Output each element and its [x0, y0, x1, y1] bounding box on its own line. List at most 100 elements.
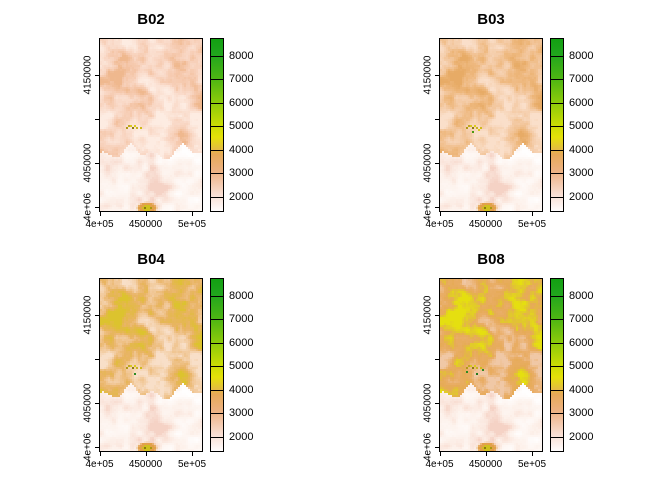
colorbar-tick-label: 8000: [569, 49, 594, 62]
y-axis-tick: [95, 163, 99, 164]
x-axis-tick-label: 4e+05: [85, 459, 114, 470]
panel-title: B02: [137, 11, 165, 28]
y-axis-tick-label: 4050000: [422, 383, 434, 423]
colorbar-tick: [210, 319, 224, 320]
y-axis-tick-label: 4e+06: [82, 432, 94, 462]
x-axis-tick-label: 5e+05: [177, 219, 207, 230]
x-axis-tick-label: 4e+05: [85, 219, 114, 230]
colorbar: [550, 38, 564, 212]
raster-image: [440, 279, 542, 451]
y-axis-tick-label: 4150000: [422, 55, 434, 95]
colorbar-tick-label: 2000: [229, 430, 254, 443]
y-axis-tick-label: 4e+06: [82, 192, 94, 222]
colorbar-tick-label: 7000: [229, 313, 254, 325]
colorbar-tick-label: 7000: [569, 73, 594, 85]
colorbar-tick-label: 2000: [229, 190, 254, 203]
colorbar-tick: [210, 102, 224, 104]
colorbar-tick-label: 6000: [569, 336, 594, 349]
colorbar: [550, 278, 564, 452]
y-axis-tick-label: 4050000: [82, 143, 94, 183]
colorbar: [210, 278, 224, 452]
band-panel: B04 4e+05 450000 5e+05 4150000 4050000 4…: [0, 240, 336, 480]
colorbar-tick-label: 5000: [229, 360, 254, 372]
colorbar-tick-label: 6000: [229, 336, 254, 349]
panel-title: B08: [477, 251, 505, 268]
y-axis-tick: [95, 119, 99, 120]
colorbar-tick: [210, 173, 224, 174]
colorbar-tick: [210, 149, 224, 151]
colorbar-tick-label: 6000: [569, 96, 594, 109]
y-axis-tick: [435, 447, 439, 448]
colorbar-tick-label: 4000: [229, 383, 254, 396]
colorbar-tick: [550, 79, 564, 80]
raster-plot-area: [439, 278, 543, 452]
y-axis-tick-label: 4150000: [422, 295, 434, 335]
x-axis-tick: [439, 452, 441, 456]
y-axis-tick: [435, 119, 439, 120]
band-panel: B02 4e+05 450000 5e+05 4150000 4050000 4…: [0, 0, 336, 240]
colorbar-tick: [550, 319, 564, 320]
x-axis-tick-label: 4e+05: [425, 459, 454, 470]
colorbar-tick-label: 4000: [569, 383, 594, 396]
y-axis-tick: [435, 163, 439, 164]
colorbar-tick: [550, 366, 564, 367]
y-axis-tick: [95, 315, 99, 316]
colorbar-tick: [550, 295, 564, 297]
y-axis-tick: [95, 447, 99, 448]
colorbar-tick-label: 5000: [569, 360, 594, 372]
colorbar-tick-label: 3000: [569, 167, 594, 179]
panel-title: B03: [477, 11, 505, 28]
x-axis-tick-label: 5e+05: [517, 459, 547, 470]
colorbar-tick: [210, 436, 224, 438]
raster-plot-area: [439, 38, 543, 212]
x-axis-tick-label: 5e+05: [177, 459, 207, 470]
colorbar-tick: [210, 126, 224, 127]
x-axis-tick: [99, 452, 101, 456]
band-panel: B08 4e+05 450000 5e+05 4150000 4050000 4…: [340, 240, 672, 480]
y-axis-tick: [435, 315, 439, 316]
y-axis-tick-label: 4150000: [82, 55, 94, 95]
colorbar-tick: [210, 342, 224, 344]
colorbar-tick: [550, 173, 564, 174]
colorbar-tick: [210, 366, 224, 367]
y-axis-tick: [95, 359, 99, 360]
colorbar: [210, 38, 224, 212]
colorbar-tick: [210, 389, 224, 391]
y-axis-tick: [435, 359, 439, 360]
colorbar-tick: [550, 55, 564, 57]
x-axis-tick: [532, 452, 533, 456]
colorbar-tick-label: 3000: [229, 407, 254, 419]
x-axis-tick: [192, 212, 193, 216]
colorbar-tick: [210, 413, 224, 414]
colorbar-tick: [210, 196, 224, 198]
x-axis-tick: [439, 212, 441, 216]
colorbar-tick-label: 3000: [569, 407, 594, 419]
colorbar-tick-label: 4000: [569, 143, 594, 156]
x-axis-tick: [145, 452, 147, 456]
x-axis-tick-label: 4e+05: [425, 219, 454, 230]
colorbar-tick-label: 7000: [229, 73, 254, 85]
colorbar-tick-label: 7000: [569, 313, 594, 325]
colorbar-tick-label: 4000: [229, 143, 254, 156]
colorbar-tick: [550, 126, 564, 127]
colorbar-tick: [550, 102, 564, 104]
colorbar-tick: [550, 436, 564, 438]
raster-image: [100, 279, 202, 451]
y-axis-tick-label: 4150000: [82, 295, 94, 335]
x-axis-tick-label: 450000: [468, 219, 503, 230]
x-axis-tick: [99, 212, 101, 216]
y-axis-tick: [435, 207, 439, 208]
raster-plot-area: [99, 38, 203, 212]
colorbar-tick-label: 6000: [229, 96, 254, 109]
colorbar-tick-label: 8000: [229, 49, 254, 62]
colorbar-tick: [550, 342, 564, 344]
raster-image: [440, 39, 542, 211]
y-axis-tick: [95, 75, 99, 76]
raster-plot-area: [99, 278, 203, 452]
colorbar-tick: [210, 79, 224, 80]
y-axis-tick: [435, 403, 439, 404]
colorbar-tick: [210, 295, 224, 297]
band-panel: B03 4e+05 450000 5e+05 4150000 4050000 4…: [340, 0, 672, 240]
y-axis-tick: [435, 75, 439, 76]
